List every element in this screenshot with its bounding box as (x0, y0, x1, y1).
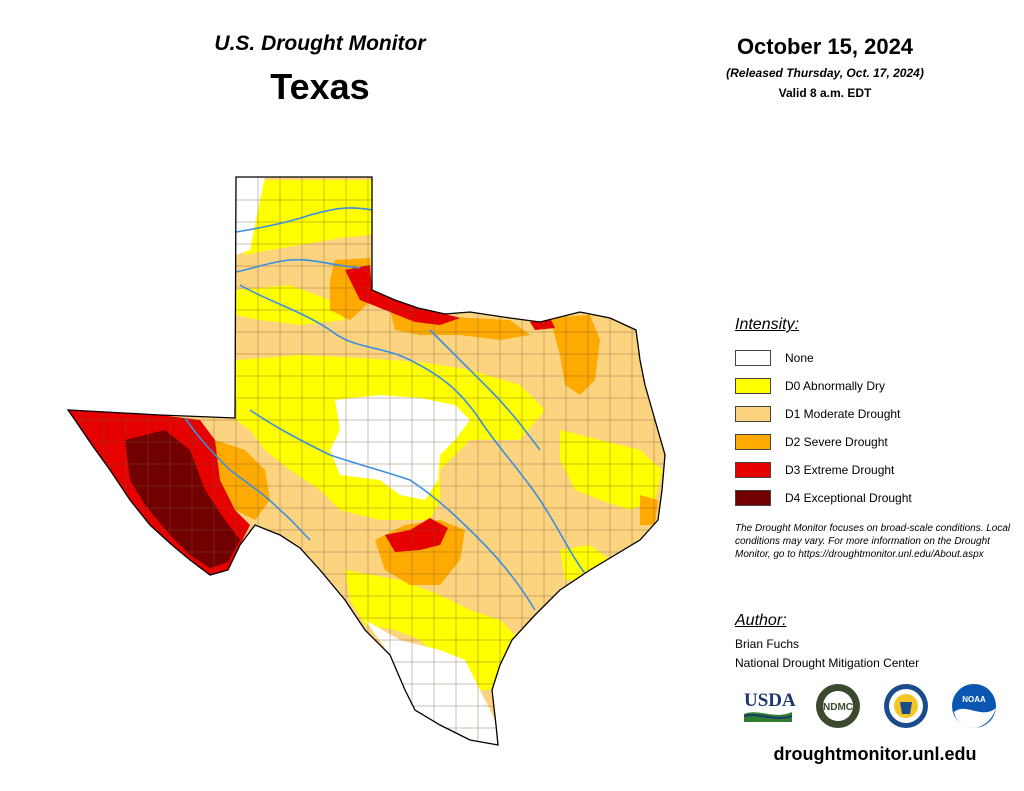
region-title: Texas (270, 66, 370, 107)
brazos-river (239, 284, 591, 581)
legend-swatch (735, 462, 771, 478)
legend-swatch (735, 378, 771, 394)
d0-zone-east (560, 430, 662, 510)
legend-label: D4 Exceptional Drought (785, 491, 912, 505)
legend-row-d4: D4 Exceptional Drought (735, 484, 1015, 512)
legend-row-d3: D3 Extreme Drought (735, 456, 1015, 484)
legend-title: Intensity: (735, 316, 800, 333)
d2-zone-east-texas (640, 495, 658, 525)
valid-time: Valid 8 a.m. EDT (778, 86, 872, 100)
website-url[interactable]: droughtmonitor.unl.edu (773, 744, 977, 764)
rivers (184, 207, 591, 611)
none-zone-central (330, 395, 470, 500)
legend-label: D0 Abnormally Dry (785, 379, 886, 393)
d4-zone-big-bend (125, 430, 240, 568)
svg-text:NDMC: NDMC (823, 702, 853, 713)
usda-logo: USDA (743, 690, 796, 722)
legend-row-d2: D2 Severe Drought (735, 428, 1015, 456)
release-date: (Released Thursday, Oct. 17, 2024) (726, 66, 924, 80)
legend: Intensity: None D0 Abnormally Dry D1 Mod… (735, 316, 1015, 512)
svg-text:NOAA: NOAA (962, 695, 986, 704)
d3-zone-hill-country (385, 518, 448, 552)
legend-swatch (735, 350, 771, 366)
d0-zone-south (345, 570, 520, 690)
map-date: October 15, 2024 (736, 34, 914, 59)
legend-swatch (735, 490, 771, 506)
colorado-river (249, 409, 536, 611)
disclaimer-note: The Drought Monitor focuses on broad-sca… (735, 523, 1011, 560)
author-heading: Author: (735, 612, 787, 629)
pecos-river (184, 417, 311, 541)
legend-swatch (735, 406, 771, 422)
legend-label: None (785, 351, 814, 365)
legend-row-d0: D0 Abnormally Dry (735, 372, 1015, 400)
author-name: Brian Fuchs (735, 637, 800, 651)
red-river-prairie-dog (235, 258, 361, 273)
texas-drought-map (66, 176, 666, 746)
legend-label: D2 Severe Drought (785, 435, 888, 449)
legend-row-d1: D1 Moderate Drought (735, 400, 1015, 428)
none-zone-south (365, 620, 498, 745)
legend-label: D3 Extreme Drought (785, 463, 895, 477)
d2-zone-northeast (550, 315, 600, 395)
product-title: U.S. Drought Monitor (214, 32, 426, 55)
texas-outline (66, 176, 666, 746)
legend-swatch (735, 434, 771, 450)
svg-text:USDA: USDA (744, 690, 796, 711)
author-organization: National Drought Mitigation Center (735, 656, 920, 670)
partner-logos: USDA NDMC NOAA (743, 684, 996, 728)
legend-row-none: None (735, 344, 1015, 372)
canadian-river (235, 207, 373, 233)
noaa-logo: NOAA (952, 684, 996, 728)
legend-label: D1 Moderate Drought (785, 407, 901, 421)
doc-seal-logo (884, 684, 928, 728)
d0-zone-north-strip (236, 285, 345, 325)
trinity-river (429, 329, 541, 451)
ndmc-logo: NDMC (816, 684, 860, 728)
